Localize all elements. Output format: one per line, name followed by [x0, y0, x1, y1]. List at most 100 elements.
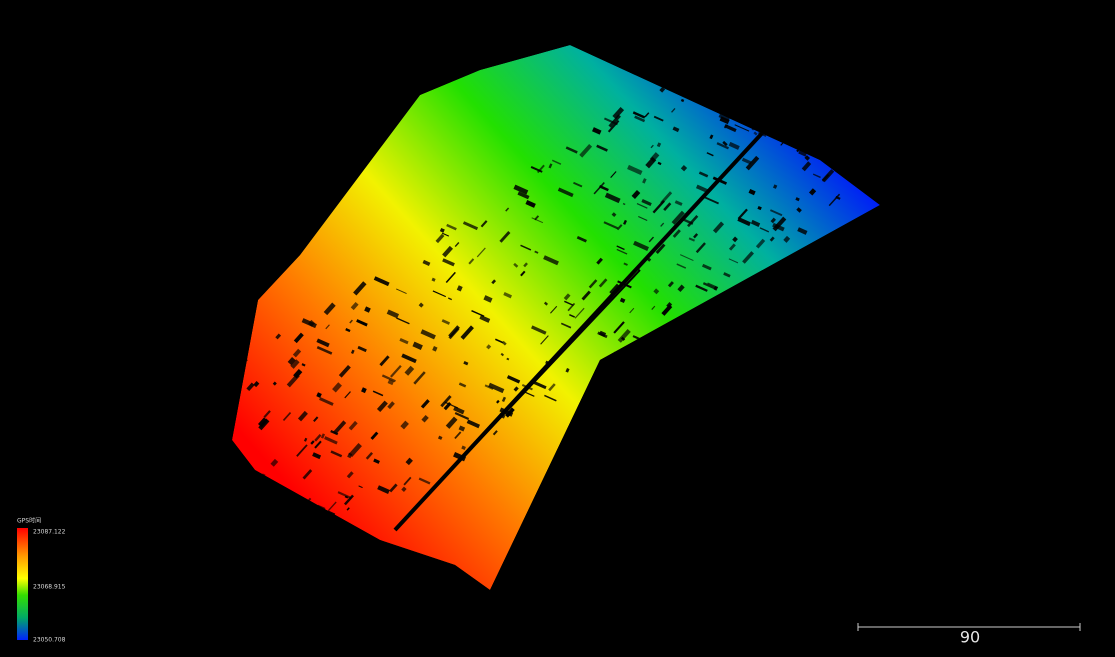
cloud-gap: [381, 374, 396, 383]
cloud-gap: [712, 221, 725, 234]
cloud-gap: [728, 258, 739, 264]
cloud-gap: [565, 146, 578, 154]
cloud-gap: [821, 173, 830, 182]
cloud-gap: [386, 309, 400, 319]
cloud-gap: [672, 229, 681, 238]
cloud-gap: [370, 431, 379, 440]
cloud-gap: [458, 425, 466, 432]
cloud-gap: [418, 302, 424, 308]
cloud-gap: [246, 382, 255, 392]
cloud-gap: [320, 433, 326, 439]
cloud-gap: [319, 397, 334, 406]
cloud-gap: [659, 86, 666, 93]
cloud-gap: [604, 192, 621, 204]
cloud-gap: [297, 410, 308, 422]
cloud-gap: [702, 282, 718, 291]
cloud-gap: [332, 382, 342, 393]
cloud-gap: [581, 290, 591, 301]
cloud-gap: [597, 331, 608, 339]
cloud-gap: [313, 416, 319, 422]
cloud-gap: [551, 159, 562, 165]
cloud-gap: [701, 263, 712, 271]
cloud-gap: [270, 458, 279, 467]
cloud-gap: [737, 208, 748, 220]
cloud-gap: [632, 111, 646, 119]
cloud-gap: [531, 217, 544, 224]
cloud-gap: [420, 329, 436, 340]
cloud-gap: [468, 258, 475, 265]
cloud-gap: [543, 301, 549, 306]
cloud-gap: [442, 258, 455, 267]
cloud-gap: [282, 412, 292, 421]
cloud-gap: [644, 112, 650, 118]
cloud-gap: [631, 189, 641, 199]
cloud-gap: [603, 117, 618, 126]
cloud-gap: [543, 255, 559, 266]
cloud-gap: [312, 452, 322, 460]
cloud-gap: [418, 477, 431, 485]
cloud-gap: [350, 301, 359, 311]
cloud-gap: [301, 318, 317, 329]
cloud-gap: [350, 349, 355, 355]
cloud-gap: [801, 161, 812, 172]
cloud-gap: [445, 416, 458, 429]
cloud-gap: [292, 348, 302, 358]
cloud-gap: [770, 217, 777, 224]
cloud-gap: [783, 235, 791, 243]
cloud-gap: [680, 98, 685, 103]
cloud-gap: [448, 325, 460, 338]
cloud-gap: [623, 219, 628, 225]
cloud-gap: [672, 126, 680, 133]
cloud-gap: [332, 420, 347, 435]
cloud-gap: [296, 444, 308, 457]
cloud-gap: [676, 263, 687, 269]
cloud-gap: [772, 216, 787, 232]
cloud-gap: [525, 200, 536, 208]
cloud-gap: [680, 165, 688, 172]
color-legend: GPS时间 23087.122 23068.915 23050.708: [17, 517, 66, 644]
cloud-gap: [458, 382, 467, 388]
cloud-gap: [610, 171, 617, 178]
cloud-gap: [316, 392, 322, 398]
cloud-gap: [728, 141, 740, 150]
cloud-gap: [713, 285, 718, 291]
cloud-gap: [454, 242, 460, 248]
cloud-gap: [579, 143, 593, 158]
cloud-gap: [812, 173, 821, 179]
cloud-gap: [348, 420, 358, 431]
cloud-gap: [679, 254, 694, 262]
cloud-gap: [523, 262, 528, 268]
cloud-gap: [517, 191, 530, 200]
cloud-gap: [627, 164, 643, 176]
cloud-gap: [357, 345, 367, 353]
cloud-gap: [435, 233, 445, 244]
cloud-gap: [588, 279, 598, 289]
legend-label: 23068.915: [33, 584, 66, 591]
cloud-gap: [431, 277, 436, 282]
cloud-gap: [454, 431, 462, 440]
cloud-gap: [476, 247, 486, 258]
cloud-gap: [531, 325, 547, 335]
cloud-gap: [454, 411, 470, 421]
cloud-gap: [437, 435, 443, 440]
cloud-gap: [344, 495, 349, 499]
cloud-gap: [620, 336, 626, 341]
cloud-gap: [688, 237, 695, 242]
cloud-gap: [723, 272, 731, 278]
scale-label: 90: [960, 628, 980, 647]
cloud-gap: [257, 417, 268, 428]
cloud-gap: [463, 360, 469, 366]
cloud-gap: [657, 161, 662, 166]
cloud-gap: [480, 220, 488, 228]
cloud-gap: [405, 457, 413, 466]
cloud-gap: [483, 295, 493, 303]
cloud-gap: [592, 127, 602, 135]
cloud-gap: [651, 305, 656, 310]
cloud-gap: [724, 124, 737, 133]
cloud-gap: [456, 285, 463, 292]
cloud-gap: [557, 187, 574, 198]
cloud-gap: [499, 230, 511, 243]
cloud-gap: [344, 391, 351, 399]
cloud-gap: [704, 196, 719, 205]
cloud-gap: [432, 290, 447, 298]
